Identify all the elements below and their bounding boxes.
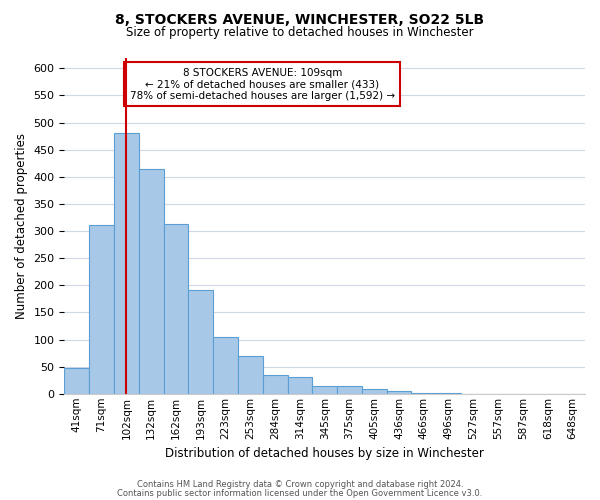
Bar: [89, 225, 114, 394]
Bar: [287, 378, 313, 394]
Text: Size of property relative to detached houses in Winchester: Size of property relative to detached ho…: [126, 26, 474, 39]
Text: Contains HM Land Registry data © Crown copyright and database right 2024.: Contains HM Land Registry data © Crown c…: [137, 480, 463, 489]
Bar: [114, 133, 139, 394]
Bar: [213, 337, 238, 394]
Bar: [386, 391, 412, 394]
Bar: [64, 368, 89, 394]
Bar: [362, 389, 386, 394]
Text: 8, STOCKERS AVENUE, WINCHESTER, SO22 5LB: 8, STOCKERS AVENUE, WINCHESTER, SO22 5LB: [115, 12, 485, 26]
Text: Contains public sector information licensed under the Open Government Licence v3: Contains public sector information licen…: [118, 489, 482, 498]
Text: 8 STOCKERS AVENUE: 109sqm
← 21% of detached houses are smaller (433)
78% of semi: 8 STOCKERS AVENUE: 109sqm ← 21% of detac…: [130, 68, 395, 101]
Bar: [436, 392, 461, 394]
Bar: [238, 356, 263, 394]
Bar: [337, 386, 362, 394]
Bar: [263, 375, 287, 394]
Bar: [139, 169, 164, 394]
Bar: [164, 224, 188, 394]
Bar: [313, 386, 337, 394]
Bar: [188, 290, 213, 394]
Y-axis label: Number of detached properties: Number of detached properties: [15, 132, 28, 318]
Bar: [412, 393, 436, 394]
X-axis label: Distribution of detached houses by size in Winchester: Distribution of detached houses by size …: [165, 447, 484, 460]
